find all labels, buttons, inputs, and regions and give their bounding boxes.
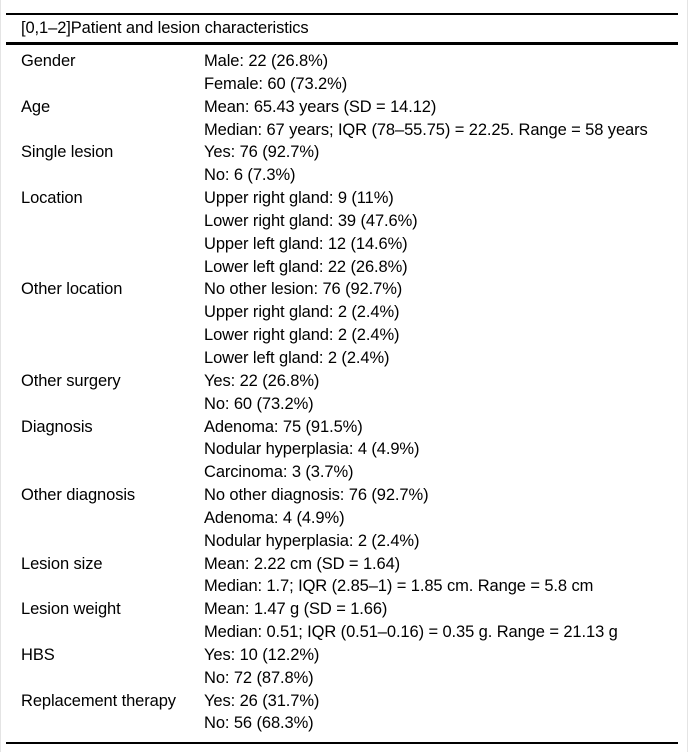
row-value: Yes: 10 (12.2%) (204, 645, 320, 664)
row-value: Nodular hyperplasia: 2 (2.4%) (204, 531, 420, 550)
table-row: Diagnosis Adenoma: 75 (91.5%) (6, 416, 678, 439)
row-label (6, 301, 204, 324)
row-label (6, 712, 204, 735)
row-value: Median: 67 years; IQR (78–55.75) = 22.25… (204, 120, 648, 139)
row-label: Other diagnosis (21, 486, 136, 505)
row-label (6, 575, 204, 598)
table-row: Other diagnosis No other diagnosis: 76 (9… (6, 484, 678, 507)
row-label (6, 164, 204, 187)
table-row: Carcinoma: 3 (3.7%) (6, 461, 678, 484)
row-label (6, 119, 204, 142)
row-label: Single lesion (21, 143, 114, 162)
row-label (6, 461, 204, 484)
table-row: Median: 67 years; IQR (78–55.75) = 22.25… (6, 119, 678, 142)
row-label: Age (21, 97, 51, 116)
row-value: Upper left gland: 12 (14.6%) (204, 234, 408, 253)
row-label: HBS (21, 645, 55, 664)
row-label: Lesion weight (21, 600, 121, 619)
row-label (6, 438, 204, 461)
row-value: Median: 0.51; IQR (0.51–0.16) = 0.35 g. … (204, 623, 618, 642)
row-label (6, 667, 204, 690)
table-row: Lower right gland: 39 (47.6%) (6, 210, 678, 233)
table-row: Other surgery Yes: 22 (26.8%) (6, 370, 678, 393)
table-row: Adenoma: 4 (4.9%) (6, 507, 678, 530)
row-label (6, 210, 204, 233)
row-value: Yes: 22 (26.8%) (204, 371, 320, 390)
row-value: Female: 60 (73.2%) (204, 74, 348, 93)
table-row: Nodular hyperplasia: 4 (4.9%) (6, 438, 678, 461)
row-value: Mean: 65.43 years (SD = 14.12) (204, 97, 437, 116)
table-row: Lower left gland: 2 (2.4%) (6, 347, 678, 370)
row-label: Lesion size (21, 554, 103, 573)
table-row: HBS Yes: 10 (12.2%) (6, 644, 678, 667)
row-label: Replacement therapy (21, 691, 176, 710)
characteristics-table: [0,1–2]Patient and lesion characteristic… (6, 13, 678, 745)
row-value: Yes: 76 (92.7%) (204, 143, 320, 162)
row-value: Upper right gland: 9 (11%) (204, 189, 394, 208)
table-row: Female: 60 (73.2%) (6, 73, 678, 96)
table-row: No: 60 (73.2%) (6, 393, 678, 416)
row-value: Adenoma: 75 (91.5%) (204, 417, 363, 436)
table-row: No: 56 (68.3%) (6, 712, 678, 735)
row-value: Male: 22 (26.8%) (204, 52, 329, 70)
row-label: Diagnosis (21, 417, 93, 436)
row-value: No other lesion: 76 (92.7%) (204, 280, 403, 299)
table-row: Replacement therapy Yes: 26 (31.7%) (6, 690, 678, 713)
table-row: No: 6 (7.3%) (6, 164, 678, 187)
table-row: Median: 0.51; IQR (0.51–0.16) = 0.35 g. … (6, 621, 678, 644)
row-value: No other diagnosis: 76 (92.7%) (204, 486, 429, 505)
row-label (6, 347, 204, 370)
row-label (6, 507, 204, 530)
row-value: Median: 1.7; IQR (2.85–1) = 1.85 cm. Ran… (204, 577, 594, 596)
table-row: Location Upper right gland: 9 (11%) (6, 187, 678, 210)
table-body: Gender Male: 22 (26.8%) Female: 60 (73.2%)… (6, 45, 678, 745)
row-value: No: 60 (73.2%) (204, 394, 314, 413)
row-value: No: 56 (68.3%) (204, 714, 314, 733)
table-title-row: [0,1–2]Patient and lesion characteristic… (6, 13, 678, 45)
row-value: Lower right gland: 39 (47.6%) (204, 211, 418, 230)
row-label (6, 530, 204, 553)
table-row: Gender Male: 22 (26.8%) (6, 50, 678, 73)
table-row: Median: 1.7; IQR (2.85–1) = 1.85 cm. Ran… (6, 575, 678, 598)
row-label: Gender (21, 52, 76, 70)
row-value: Carcinoma: 3 (3.7%) (204, 463, 354, 482)
row-value: Yes: 26 (31.7%) (204, 691, 320, 710)
row-value: Nodular hyperplasia: 4 (4.9%) (204, 440, 420, 459)
table-title: [0,1–2]Patient and lesion characteristic… (21, 19, 309, 37)
row-label (6, 233, 204, 256)
row-label (6, 621, 204, 644)
row-value: Adenoma: 4 (4.9%) (204, 508, 345, 527)
table-row: Age Mean: 65.43 years (SD = 14.12) (6, 96, 678, 119)
row-value: Mean: 1.47 g (SD = 1.66) (204, 600, 388, 619)
table-row: No: 72 (87.8%) (6, 667, 678, 690)
row-value: No: 72 (87.8%) (204, 668, 314, 687)
row-value: Upper right gland: 2 (2.4%) (204, 303, 400, 322)
table-row: Other location No other lesion: 76 (92.7%… (6, 278, 678, 301)
row-label: Other surgery (21, 371, 121, 390)
row-label: Other location (21, 280, 123, 299)
table-row: Lower right gland: 2 (2.4%) (6, 324, 678, 347)
row-label (6, 324, 204, 347)
row-value: Lower left gland: 22 (26.8%) (204, 257, 408, 276)
row-label: Location (21, 189, 83, 208)
row-label (6, 73, 204, 96)
row-value: Lower right gland: 2 (2.4%) (204, 326, 400, 345)
table-row: Upper left gland: 12 (14.6%) (6, 233, 678, 256)
table-row: Nodular hyperplasia: 2 (2.4%) (6, 530, 678, 553)
row-label (6, 393, 204, 416)
table-row: Lesion size Mean: 2.22 cm (SD = 1.64) (6, 553, 678, 576)
table-row: Lower left gland: 22 (26.8%) (6, 256, 678, 279)
table-row: Single lesion Yes: 76 (92.7%) (6, 141, 678, 164)
row-value: No: 6 (7.3%) (204, 166, 296, 185)
row-value: Mean: 2.22 cm (SD = 1.64) (204, 554, 401, 573)
table-row: Upper right gland: 2 (2.4%) (6, 301, 678, 324)
row-label (6, 256, 204, 279)
table-row: Lesion weight Mean: 1.47 g (SD = 1.66) (6, 598, 678, 621)
row-value: Lower left gland: 2 (2.4%) (204, 348, 390, 367)
